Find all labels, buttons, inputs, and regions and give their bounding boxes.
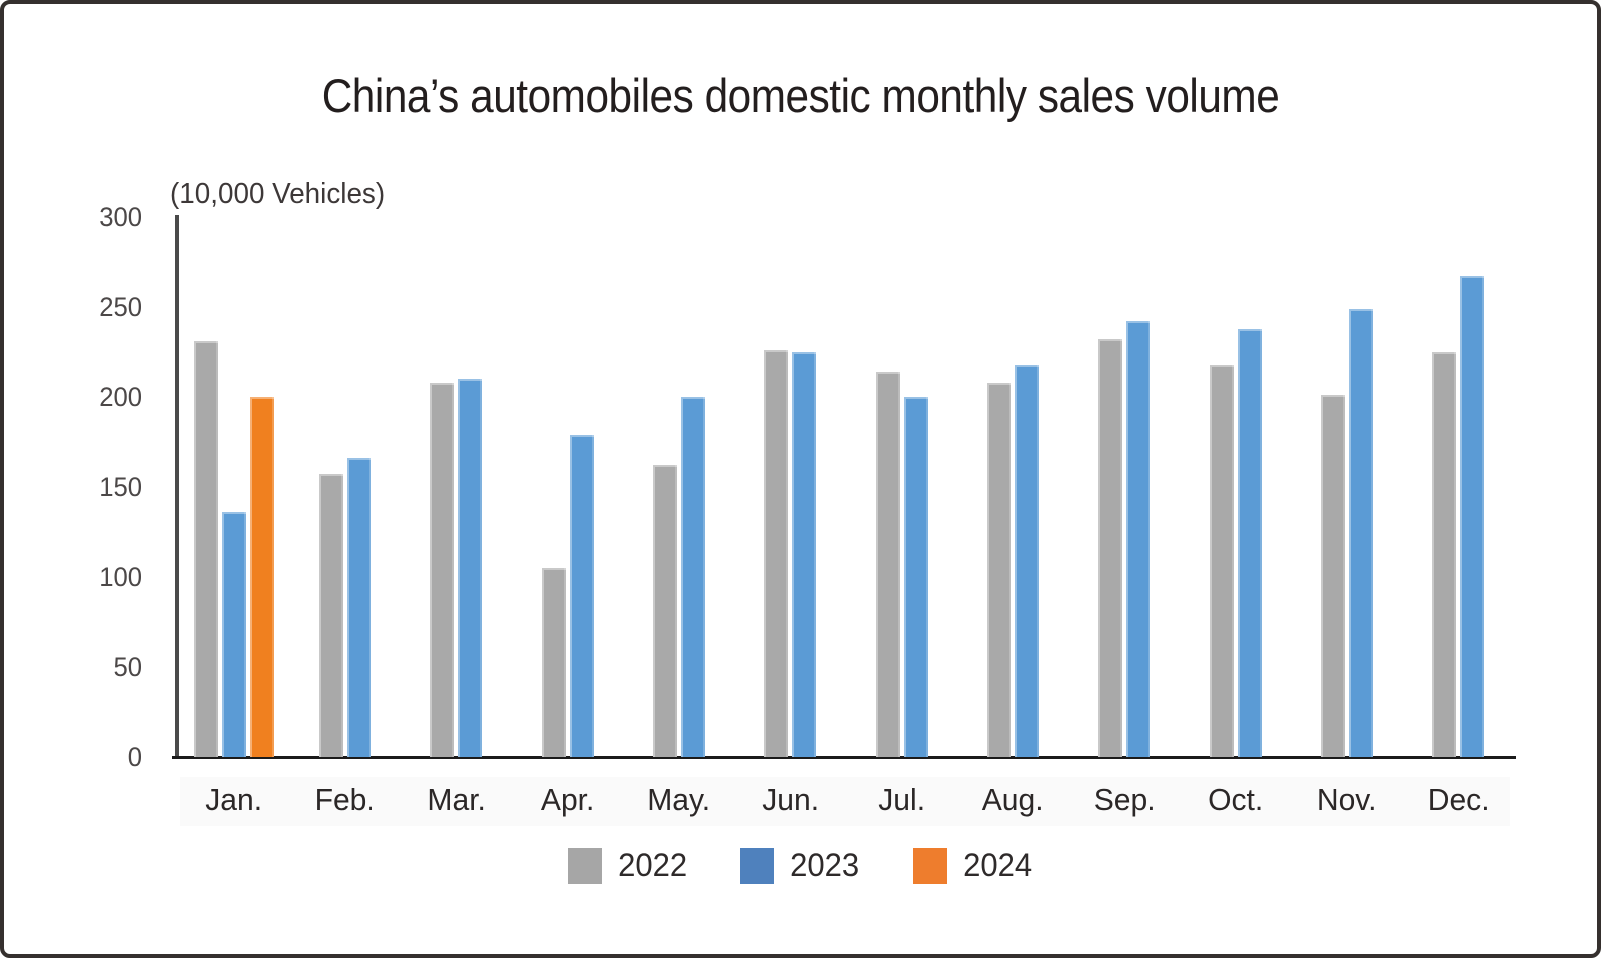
bar-2022-may: [652, 465, 677, 757]
legend-label-2022: 2022: [618, 847, 688, 883]
y-tick-label-150: 150: [99, 472, 142, 502]
bar-group-may: [623, 217, 734, 757]
x-tick-label-mar: Mar.: [427, 782, 486, 817]
bar-group-jun: [735, 217, 846, 757]
legend: 2022 2023 2024: [4, 847, 1597, 884]
x-tick-label-dec: Dec.: [1427, 782, 1490, 817]
bar-group-jul: [846, 217, 957, 757]
bar-group-nov: [1291, 217, 1402, 757]
x-tick-label-aug: Aug.: [982, 782, 1044, 817]
y-tick-label-0: 0: [127, 742, 142, 772]
y-tick-label-50: 50: [113, 652, 142, 682]
x-axis-line: [172, 756, 1516, 759]
x-tick-label-jan: Jan.: [205, 782, 263, 817]
bar-2023-mar: [458, 379, 483, 757]
bar-2022-jul: [875, 371, 900, 757]
legend-swatch-2024: [912, 847, 947, 884]
legend-swatch-2022: [568, 847, 603, 884]
y-tick-label-200: 200: [99, 382, 142, 412]
bar-2022-aug: [986, 382, 1011, 757]
plot-area: [178, 217, 1514, 757]
bar-2023-jan: [221, 512, 246, 757]
bar-group-aug: [957, 217, 1068, 757]
bar-group-sep: [1069, 217, 1180, 757]
y-tick-label-250: 250: [99, 292, 142, 322]
bar-2022-nov: [1320, 395, 1345, 757]
x-tick-label-may: May.: [647, 782, 711, 817]
bar-2022-feb: [318, 474, 343, 757]
bar-2024-jan: [249, 397, 274, 757]
y-axis-unit-label: (10,000 Vehicles): [170, 178, 386, 210]
bar-2022-mar: [430, 382, 455, 757]
bar-group-apr: [512, 217, 623, 757]
bar-2022-dec: [1432, 352, 1457, 757]
bar-2022-jun: [764, 350, 789, 757]
x-tick-label-oct: Oct.: [1208, 782, 1264, 817]
bar-2023-apr: [569, 434, 594, 757]
bar-group-feb: [289, 217, 400, 757]
bar-2023-may: [680, 397, 705, 757]
bar-2022-jan: [193, 341, 218, 757]
bar-2022-sep: [1098, 339, 1123, 757]
bar-2023-nov: [1348, 308, 1373, 757]
bar-group-dec: [1403, 217, 1514, 757]
y-tick-label-100: 100: [99, 562, 142, 592]
legend-label-2023: 2023: [790, 847, 860, 883]
bar-2023-jun: [792, 352, 817, 757]
legend-item-2024: 2024: [912, 847, 1033, 884]
x-tick-label-sep: Sep.: [1093, 782, 1156, 817]
x-axis-tick-labels: Jan. Feb. Mar. Apr. May. Jun. Jul. Aug. Sep. Oct.…: [178, 775, 1514, 825]
x-tick-label-apr: Apr.: [540, 782, 595, 817]
bar-2023-dec: [1460, 276, 1485, 757]
bar-group-oct: [1180, 217, 1291, 757]
x-tick-label-nov: Nov.: [1317, 782, 1377, 817]
bar-2022-apr: [541, 568, 566, 757]
x-tick-label-feb: Feb.: [314, 782, 376, 817]
bar-2023-aug: [1014, 364, 1039, 757]
chart-title: China’s automobiles domestic monthly sal…: [321, 69, 1280, 122]
bar-2023-jul: [903, 397, 928, 757]
bar-2023-oct: [1237, 328, 1262, 757]
y-tick-label-300: 300: [99, 202, 142, 232]
x-axis-label-band: [180, 777, 1510, 826]
bar-2023-feb: [346, 458, 371, 757]
legend-item-2022: 2022: [568, 847, 688, 884]
bar-group-jan: [178, 217, 289, 757]
bar-2023-sep: [1126, 321, 1151, 757]
y-axis-line: [175, 215, 179, 758]
bar-group-mar: [401, 217, 512, 757]
legend-swatch-2023: [740, 847, 775, 884]
x-tick-label-jun: Jun.: [761, 782, 819, 817]
bar-2022-oct: [1209, 364, 1234, 757]
legend-label-2024: 2024: [962, 847, 1032, 883]
legend-item-2023: 2023: [740, 847, 860, 884]
x-tick-label-jul: Jul.: [878, 782, 926, 817]
